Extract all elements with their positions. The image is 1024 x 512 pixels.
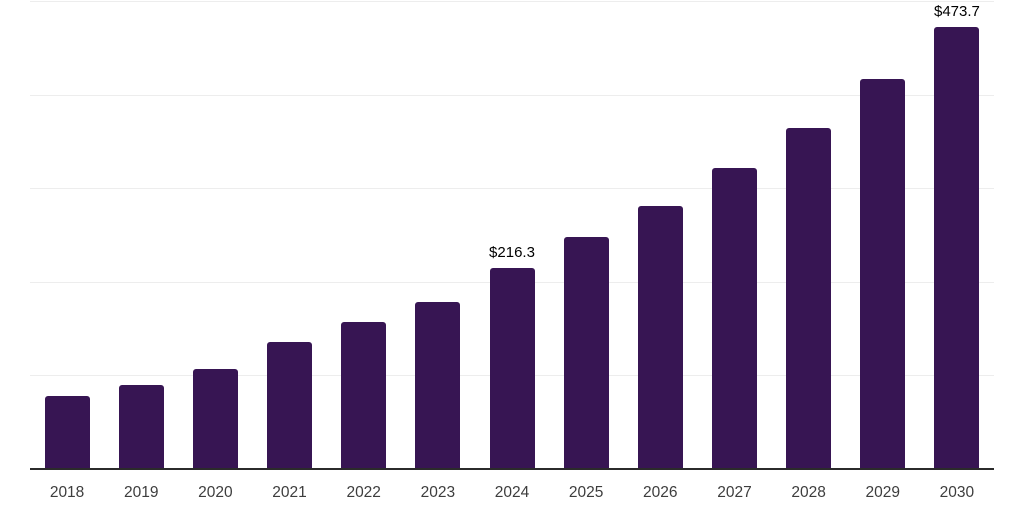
bar-2021 bbox=[267, 341, 313, 470]
bar-2027 bbox=[711, 168, 757, 470]
x-tick-label-2018: 2018 bbox=[49, 484, 85, 501]
bar-2026 bbox=[637, 206, 683, 470]
bar-2025 bbox=[563, 237, 609, 470]
bar-2030 bbox=[934, 26, 980, 470]
x-tick-label-2021: 2021 bbox=[272, 484, 307, 501]
x-tick-label-2025: 2025 bbox=[568, 484, 604, 501]
x-tick-label-2020: 2020 bbox=[198, 484, 233, 501]
plot-area: $216.3 $473.7 bbox=[30, 0, 994, 470]
gridline-300 bbox=[30, 188, 994, 190]
x-tick-label-2028: 2028 bbox=[791, 484, 826, 501]
x-axis: 2018 2019 2020 2021 2022 2023 2024 2025 2026 2027… bbox=[30, 470, 994, 512]
x-tick-label-2023: 2023 bbox=[420, 484, 456, 501]
x-tick-label-2030: 2030 bbox=[939, 484, 975, 501]
x-tick-label-2022: 2022 bbox=[346, 484, 381, 501]
x-tick-label-2027: 2027 bbox=[717, 484, 752, 501]
bar-2029 bbox=[860, 79, 906, 470]
bar-2020 bbox=[192, 369, 238, 470]
bar-2023 bbox=[415, 301, 461, 470]
gridline-400 bbox=[30, 94, 994, 96]
value-label-2024: $216.3 bbox=[489, 243, 535, 261]
bar-2019 bbox=[118, 384, 164, 470]
bar-2024 bbox=[489, 267, 535, 470]
bar-2028 bbox=[786, 127, 832, 470]
x-tick-label-2029: 2029 bbox=[865, 484, 901, 501]
value-label-2030: $473.7 bbox=[933, 2, 980, 20]
x-axis-line bbox=[30, 468, 994, 470]
x-tick-label-2019: 2019 bbox=[123, 484, 159, 501]
bar-2018 bbox=[44, 396, 90, 470]
x-tick-label-2026: 2026 bbox=[643, 484, 678, 501]
x-tick-label-2024: 2024 bbox=[494, 484, 530, 501]
gridline-500 bbox=[30, 1, 994, 2]
bar-2022 bbox=[341, 321, 387, 470]
